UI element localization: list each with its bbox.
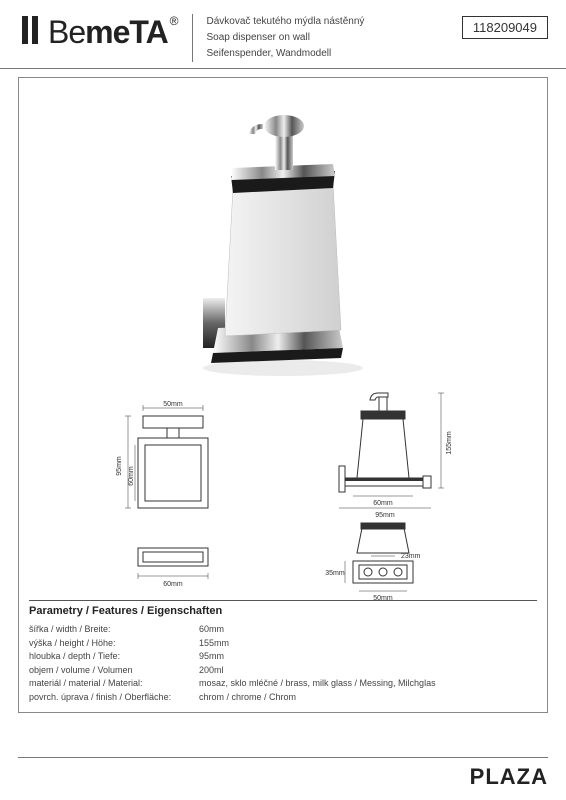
svg-text:155mm: 155mm — [446, 431, 453, 455]
feature-value: 60mm — [199, 623, 537, 637]
feature-row: povrch. úprava / finish / Oberfläche: ch… — [29, 691, 537, 705]
features-divider — [29, 600, 537, 601]
svg-text:95mm: 95mm — [116, 456, 123, 476]
feature-row: materiál / material / Material: mosaz, s… — [29, 677, 537, 691]
svg-text:60mm: 60mm — [373, 500, 393, 507]
feature-value: mosaz, sklo mléčné / brass, milk glass /… — [199, 677, 537, 691]
feature-value: 95mm — [199, 650, 537, 664]
svg-text:23mm: 23mm — [401, 553, 421, 560]
brand-logo: BemeTA® — [18, 14, 178, 51]
product-code-box: 118209049 — [462, 16, 548, 39]
feature-value: chrom / chrome / Chrom — [199, 691, 537, 705]
feature-row: objem / volume / Volumen 200ml — [29, 664, 537, 678]
svg-text:60mm: 60mm — [128, 466, 135, 486]
features-heading: Parametry / Features / Eigenschaften — [29, 605, 537, 617]
feature-label: výška / height / Höhe: — [29, 637, 199, 651]
trademark-symbol: ® — [170, 14, 178, 28]
feature-value: 200ml — [199, 664, 537, 678]
header: BemeTA® Dávkovač tekutého mýdla nástěnný… — [0, 0, 566, 69]
feature-label: hloubka / depth / Tiefe: — [29, 650, 199, 664]
footer: PLAZA — [18, 757, 548, 790]
svg-text:95mm: 95mm — [375, 512, 395, 519]
product-titles: Dávkovač tekutého mýdla nástěnný Soap di… — [207, 14, 462, 62]
feature-row: výška / height / Höhe: 155mm — [29, 637, 537, 651]
title-cs: Dávkovač tekutého mýdla nástěnný — [207, 14, 462, 30]
series-name: PLAZA — [470, 764, 548, 789]
svg-text:50mm: 50mm — [163, 401, 183, 408]
feature-label: objem / volume / Volumen — [29, 664, 199, 678]
feature-row: šířka / width / Breite: 60mm — [29, 623, 537, 637]
svg-text:60mm: 60mm — [163, 581, 183, 588]
title-en: Soap dispenser on wall — [207, 30, 462, 46]
header-divider — [192, 14, 193, 62]
main-content-frame: 50mm 95mm 60mm 60mm — [18, 77, 548, 713]
technical-diagrams: 50mm 95mm 60mm 60mm — [19, 388, 547, 608]
feature-value: 155mm — [199, 637, 537, 651]
features-section: Parametry / Features / Eigenschaften šíř… — [29, 600, 537, 704]
svg-text:35mm: 35mm — [325, 570, 345, 577]
title-de: Seifenspender, Wandmodell — [207, 46, 462, 62]
product-code: 118209049 — [473, 20, 537, 35]
product-photo — [163, 98, 403, 378]
feature-label: materiál / material / Material: — [29, 677, 199, 691]
feature-row: hloubka / depth / Tiefe: 95mm — [29, 650, 537, 664]
feature-label: povrch. úprava / finish / Oberfläche: — [29, 691, 199, 705]
feature-label: šířka / width / Breite: — [29, 623, 199, 637]
